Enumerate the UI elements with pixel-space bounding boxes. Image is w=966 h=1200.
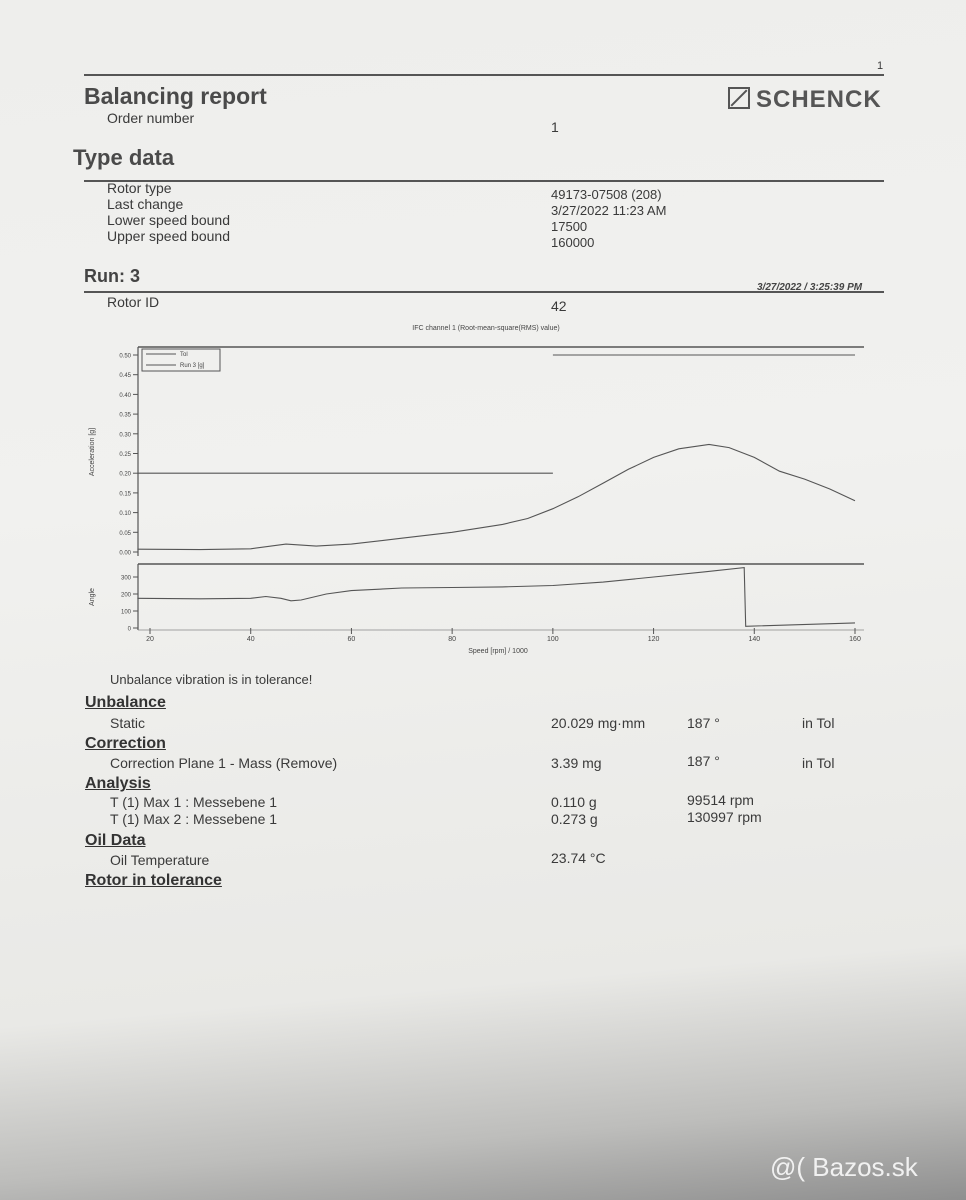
correction-label: Correction Plane 1 - Mass (Remove) [110,755,338,771]
correction-value: 3.39 mg [551,755,602,771]
watermark: @( Bazos.sk [770,1152,918,1182]
static-label: Static [110,715,146,731]
order-number-value: 1 [551,119,559,135]
y-tick-label: 0.20 [119,472,131,478]
x-tick-label: 20 [146,636,154,643]
legend-box [141,348,221,372]
series-run-3-g-line [137,443,856,551]
y-tick-label: 0.10 [119,511,131,517]
analysis-title: Analysis [85,775,151,792]
legend-run: Run 3 [g] [180,363,205,369]
y-tick-label: 0.40 [119,393,131,399]
y-tick-label: 0.05 [119,531,131,537]
y-tick-label: 0.45 [119,373,131,379]
order-number-label: Order number [107,110,195,126]
x-tick-label: 120 [648,636,660,643]
speed-chart: IFC channel 1 (Root-mean-square(RMS) val… [89,325,864,655]
legend-tol: Tol [180,352,188,358]
correction-title: Correction [85,735,166,752]
y-axis-label-angle: Angle [89,588,96,606]
oil-temperature-label: Oil Temperature [110,852,210,868]
y-axis-label-acceleration: Acceleration [g] [89,428,96,476]
x-tick-label: 140 [748,636,760,643]
static-status: in Tol [802,715,835,731]
type-data-title: Type data [73,145,175,170]
y-tick-label: 300 [121,576,132,582]
analysis-max1-label: T (1) Max 1 : Messebene 1 [110,794,278,810]
schenck-logo: SCHENCK [728,86,882,114]
y-tick-label: 0.15 [119,491,131,497]
y-tick-label: 0.25 [119,452,131,458]
x-axis-label: Speed [rpm] / 1000 [468,648,528,655]
result-status: Rotor in tolerance [85,872,222,889]
divider [84,291,884,293]
y-tick-label: 0.00 [119,551,131,557]
report-title: Balancing report [84,83,267,109]
analysis-max1-speed: 99514 rpm [687,792,754,808]
x-tick-label: 100 [547,636,559,643]
x-tick-label: 60 [348,636,356,643]
y-tick-label: 0.30 [119,432,131,438]
x-tick-label: 40 [247,636,255,643]
rotor-id-label: Rotor ID [107,294,160,310]
static-value: 20.029 mg·mm [551,715,646,731]
tolerance-message: Unbalance vibration is in tolerance! [110,672,313,687]
run-title: Run: 3 [84,266,140,286]
run-timestamp: 3/27/2022 / 3:25:39 PM [757,282,863,293]
analysis-max2-value: 0.273 g [551,811,598,827]
y-tick-label: 0.50 [119,354,131,360]
x-tick-label: 160 [849,636,861,643]
y-tick-label: 100 [121,610,132,616]
series-tol-line [137,354,855,474]
series-angle-line [137,566,856,627]
divider [84,74,884,76]
divider [84,180,884,182]
page-number: 1 [877,60,884,72]
chart-title: IFC channel 1 (Root-mean-square(RMS) val… [412,325,559,332]
x-tick-label: 80 [448,636,456,643]
unbalance-title: Unbalance [85,694,166,711]
static-angle: 187 ° [687,715,720,731]
rotor-id-value: 42 [551,298,567,314]
y-tick-label: 0.35 [119,413,131,419]
y-tick-label: 0 [128,627,132,633]
correction-status: in Tol [802,755,835,771]
analysis-max2-speed: 130997 rpm [687,809,762,825]
correction-angle: 187 ° [687,753,720,769]
analysis-max2-label: T (1) Max 2 : Messebene 1 [110,811,278,827]
y-tick-label: 200 [121,593,132,599]
type-data-labels: Rotor type Last change Lower speed bound… [107,180,230,244]
oil-temperature-value: 23.74 °C [551,850,606,866]
oil-data-title: Oil Data [85,832,146,849]
analysis-max1-value: 0.110 g [551,794,597,810]
type-data-values: 49173-07508 (208) 3/27/2022 11:23 AM 175… [551,187,667,250]
